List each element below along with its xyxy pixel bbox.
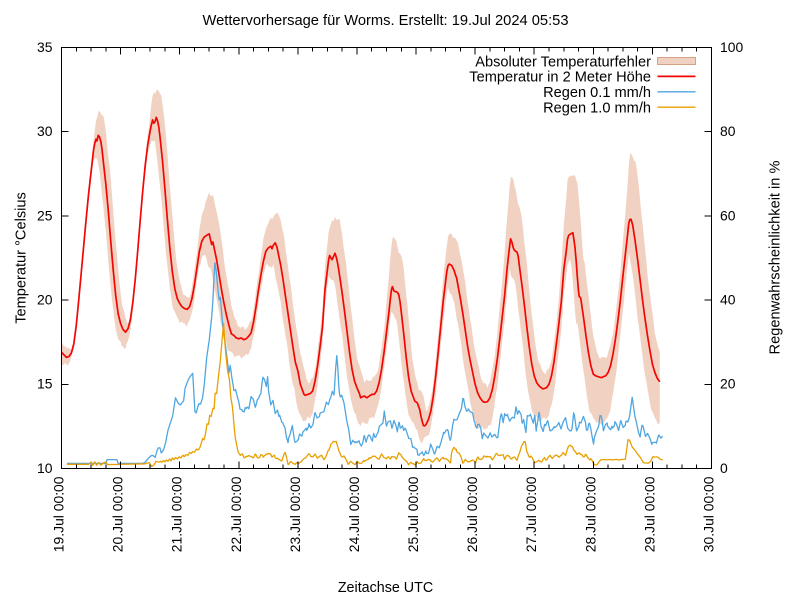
- svg-text:Regen 1.0 mm/h: Regen 1.0 mm/h: [543, 101, 651, 117]
- svg-text:22.Jul 00:00: 22.Jul 00:00: [228, 476, 244, 552]
- svg-text:30.Jul 00:00: 30.Jul 00:00: [701, 476, 717, 552]
- svg-text:20: 20: [37, 292, 53, 308]
- svg-text:23.Jul 00:00: 23.Jul 00:00: [287, 476, 303, 552]
- svg-text:26.Jul 00:00: 26.Jul 00:00: [464, 476, 480, 552]
- svg-text:19.Jul 00:00: 19.Jul 00:00: [51, 476, 67, 552]
- svg-text:28.Jul 00:00: 28.Jul 00:00: [582, 476, 598, 552]
- svg-text:25: 25: [37, 207, 53, 223]
- svg-text:60: 60: [720, 207, 736, 223]
- svg-text:Regenwahrscheinlichkeit in %: Regenwahrscheinlichkeit in %: [768, 161, 784, 355]
- svg-text:35: 35: [37, 39, 53, 55]
- svg-text:20: 20: [720, 376, 736, 392]
- svg-text:80: 80: [720, 123, 736, 139]
- svg-text:21.Jul 00:00: 21.Jul 00:00: [169, 476, 185, 552]
- svg-text:Zeitachse UTC: Zeitachse UTC: [338, 580, 433, 596]
- svg-text:27.Jul 00:00: 27.Jul 00:00: [523, 476, 539, 552]
- svg-text:Temperatur in 2 Meter Höhe: Temperatur in 2 Meter Höhe: [469, 70, 651, 86]
- svg-text:Wettervorhersage für Worms. Er: Wettervorhersage für Worms. Erstellt: 19…: [203, 13, 569, 29]
- svg-text:25.Jul 00:00: 25.Jul 00:00: [405, 476, 421, 552]
- svg-text:100: 100: [720, 39, 743, 55]
- svg-text:24.Jul 00:00: 24.Jul 00:00: [346, 476, 362, 552]
- svg-text:40: 40: [720, 292, 736, 308]
- svg-text:15: 15: [37, 376, 53, 392]
- svg-text:Temperatur °Celsius: Temperatur °Celsius: [14, 192, 30, 324]
- svg-text:29.Jul 00:00: 29.Jul 00:00: [641, 476, 657, 552]
- svg-text:30: 30: [37, 123, 53, 139]
- svg-text:0: 0: [720, 460, 728, 476]
- svg-text:20.Jul 00:00: 20.Jul 00:00: [110, 476, 126, 552]
- svg-text:10: 10: [37, 460, 53, 476]
- svg-text:Regen 0.1 mm/h: Regen 0.1 mm/h: [543, 85, 651, 101]
- svg-text:Absoluter Temperaturfehler: Absoluter Temperaturfehler: [475, 54, 651, 70]
